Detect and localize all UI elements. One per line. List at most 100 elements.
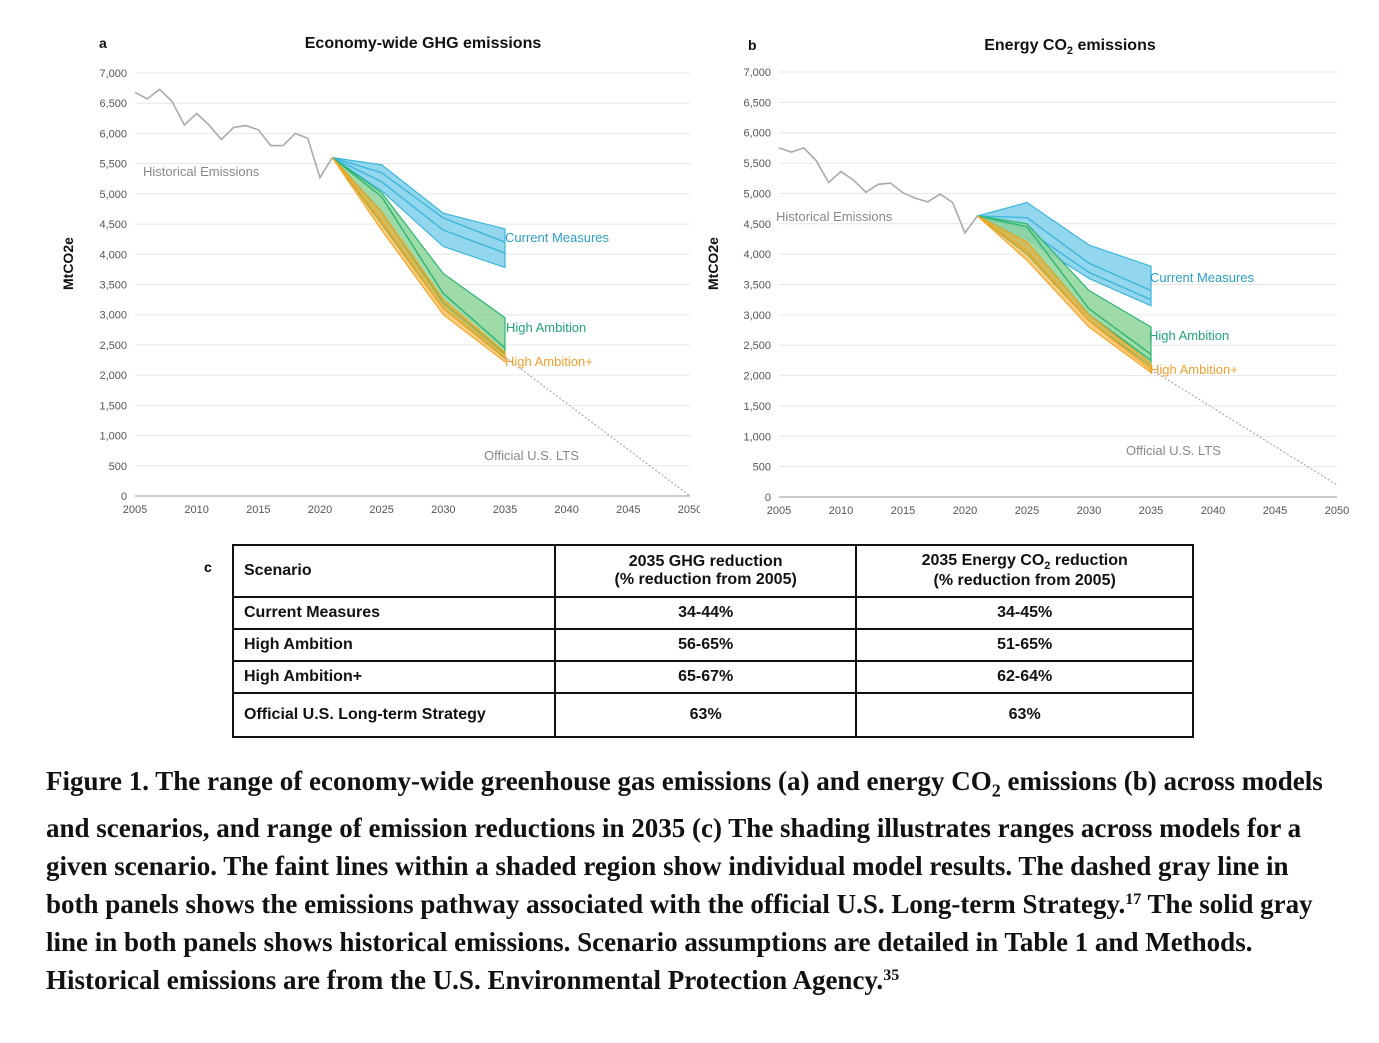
table-row: Current Measures 34-44% 34-45%: [232, 596, 1194, 630]
x-tick-label: 2005: [767, 505, 791, 517]
y-tick-label: 500: [109, 461, 127, 473]
y-tick-label: 500: [753, 462, 771, 474]
table-row: High Ambition+ 65-67% 62-64%: [232, 660, 1194, 694]
lts-label: Official U.S. LTS: [484, 448, 579, 463]
lts-line: [504, 356, 691, 497]
lts-line: [1150, 368, 1338, 486]
x-tick-label: 2040: [1201, 505, 1225, 517]
row-scenario: High Ambition: [232, 628, 556, 662]
model-line: [332, 156, 506, 243]
model-line: [977, 215, 1152, 355]
x-tick-label: 2010: [829, 505, 853, 517]
y-tick-label: 2,500: [99, 340, 127, 352]
model-line: [331, 157, 506, 358]
x-tick-label: 2035: [1139, 505, 1163, 517]
y-tick-label: 3,000: [99, 310, 127, 322]
y-tick-label: 2,000: [99, 370, 127, 382]
x-tick-label: 2045: [616, 504, 640, 516]
header-co2: 2035 Energy CO2 reduction (% reduction fr…: [855, 544, 1194, 598]
y-tick-label: 1,500: [743, 401, 771, 413]
y-tick-label: 0: [765, 492, 771, 504]
y-tick-label: 2,500: [743, 340, 771, 352]
x-tick-label: 2030: [431, 504, 455, 516]
row-ghg: 63%: [553, 692, 858, 738]
table-row: Official U.S. Long-term Strategy 63% 63%: [232, 692, 1194, 738]
x-tick-label: 2045: [1263, 505, 1287, 517]
table-row: High Ambition 56-65% 51-65%: [232, 628, 1194, 662]
row-ghg: 65-67%: [553, 660, 858, 694]
panel-b-title: Energy CO2 emissions: [984, 37, 1156, 58]
y-tick-label: 5,000: [99, 189, 127, 201]
x-tick-label: 2015: [246, 504, 270, 516]
historical-line: [134, 88, 334, 180]
x-tick-label: 2025: [1015, 505, 1039, 517]
y-tick-label: 6,500: [99, 98, 127, 110]
row-scenario: Official U.S. Long-term Strategy: [232, 692, 556, 738]
y-tick-label: 0: [121, 491, 127, 503]
panel-b-letter: b: [748, 37, 757, 53]
model-line: [976, 215, 1152, 371]
y-tick-label: 1,000: [743, 431, 771, 443]
row-co2: 62-64%: [855, 660, 1194, 694]
x-tick-label: 2025: [369, 504, 393, 516]
panel-a-title: Economy-wide GHG emissions: [304, 35, 542, 52]
model-line: [332, 156, 506, 254]
x-tick-label: 2040: [554, 504, 578, 516]
chart-a: 0 500 1,000 1,500 2,000 2,500 3,000 3,500 4,000 4…: [99, 68, 700, 516]
row-ghg: 34-44%: [553, 596, 858, 630]
y-tick-label: 4,500: [99, 219, 127, 231]
y-tick-label: 4,000: [99, 249, 127, 261]
band-current-measures: [331, 157, 506, 269]
y-tick-label: 6,500: [743, 97, 771, 109]
panel-a-letter: a: [99, 35, 107, 51]
figure-caption: Figure 1. The range of economy-wide gree…: [46, 766, 1323, 996]
row-scenario: High Ambition+: [232, 660, 556, 694]
x-tick-label: 2050: [678, 504, 700, 516]
header-scenario: Scenario: [232, 544, 556, 598]
x-tick-label: 2005: [123, 504, 147, 516]
y-tick-label: 4,000: [743, 249, 771, 261]
y-tick-label: 3,000: [743, 310, 771, 322]
panel-c-letter: c: [204, 559, 212, 575]
row-co2: 34-45%: [855, 596, 1194, 630]
x-tick-label: 2020: [308, 504, 332, 516]
header-ghg: 2035 GHG reduction (% reduction from 2005…: [553, 544, 858, 598]
table-header-row: Scenario 2035 GHG reduction (% reduction …: [232, 544, 1194, 598]
x-tick-label: 2015: [891, 505, 915, 517]
x-tick-label: 2035: [493, 504, 517, 516]
y-tick-label: 7,000: [99, 68, 127, 80]
band-high-ambition-: [977, 215, 1152, 374]
x-tick-label: 2030: [1077, 505, 1101, 517]
high-ambition-label: High Ambition: [1149, 328, 1229, 343]
historical-label: Historical Emissions: [143, 164, 260, 179]
high-ambition-plus-label: High Ambition+: [505, 354, 593, 369]
y-tick-label: 7,000: [743, 67, 771, 79]
x-tick-label: 2050: [1325, 505, 1349, 517]
row-co2: 51-65%: [855, 628, 1194, 662]
y-tick-label: 6,000: [99, 128, 127, 140]
model-line: [977, 215, 1152, 292]
y-tick-label: 3,500: [743, 280, 771, 292]
high-ambition-plus-label: High Ambition+: [1150, 362, 1238, 377]
y-tick-label: 1,500: [99, 400, 127, 412]
row-co2: 63%: [855, 692, 1194, 738]
current-measures-label: Current Measures: [505, 230, 610, 245]
y-tick-label: 1,000: [99, 431, 127, 443]
x-tick-label: 2010: [184, 504, 208, 516]
current-measures-label: Current Measures: [1150, 270, 1255, 285]
y-tick-label: 2,000: [743, 371, 771, 383]
results-table: Scenario 2035 GHG reduction (% reduction …: [232, 544, 1194, 738]
y-tick-label: 5,500: [99, 159, 127, 171]
historical-line: [778, 146, 979, 235]
y-tick-label: 3,500: [99, 280, 127, 292]
y-tick-label: 5,500: [743, 158, 771, 170]
chart-b: 0 500 1,000 1,500 2,000 2,500 3,000 3,500 4,000 4…: [743, 67, 1349, 517]
model-line: [331, 157, 506, 349]
x-tick-label: 2020: [953, 505, 977, 517]
high-ambition-label: High Ambition: [506, 320, 586, 335]
row-ghg: 56-65%: [553, 628, 858, 662]
y-tick-label: 6,000: [743, 128, 771, 140]
y-tick-label: 5,000: [743, 188, 771, 200]
y-tick-label: 4,500: [743, 219, 771, 231]
row-scenario: Current Measures: [232, 596, 556, 630]
